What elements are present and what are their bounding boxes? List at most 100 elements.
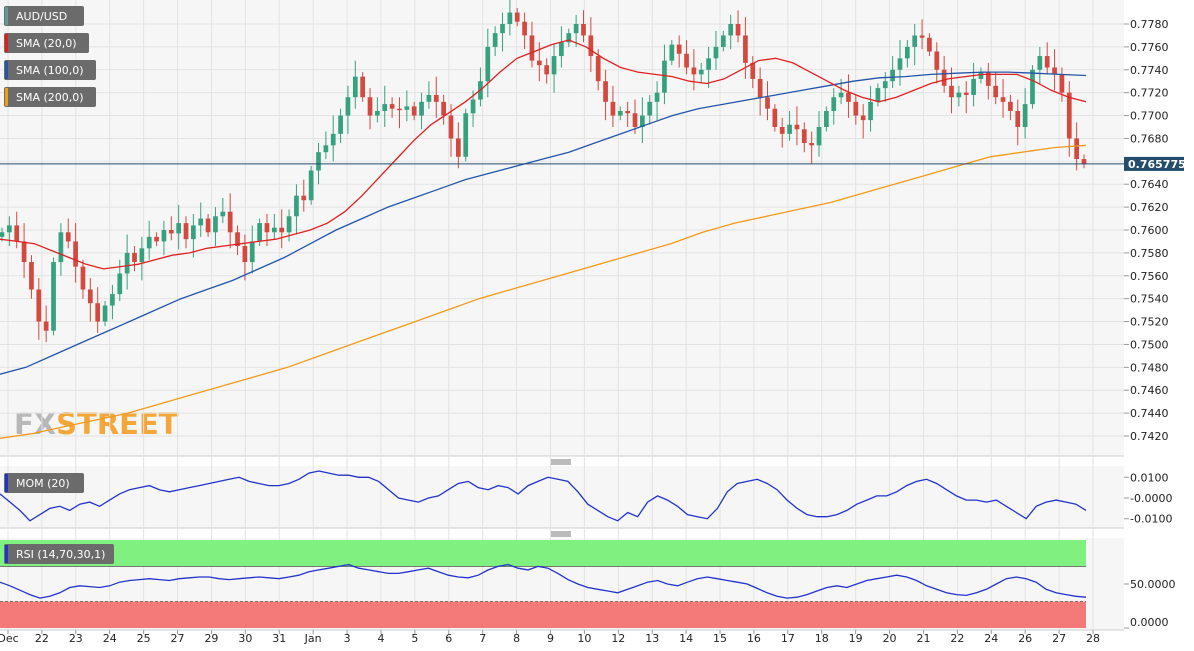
candle-body [662, 60, 667, 93]
legend-label-mom: MOM (20) [16, 477, 70, 490]
x-tick-label: 4 [377, 632, 384, 645]
panel-resize-handle-2[interactable] [551, 531, 571, 537]
x-tick-label: 15 [713, 632, 727, 645]
candle-body [831, 97, 837, 111]
candle-body [154, 236, 159, 242]
candle-body [132, 252, 137, 263]
candle-body [124, 252, 130, 274]
indicator-lines [0, 470, 1087, 599]
candle-body [316, 152, 321, 171]
candle-body [963, 92, 969, 95]
legend-item-mom[interactable]: MOM (20) [4, 473, 84, 493]
candle-body [80, 266, 86, 290]
x-tick-label: 10 [577, 632, 591, 645]
candle-body [536, 60, 542, 66]
y-tick-label: 0.7500 [1130, 338, 1169, 351]
grid [0, 0, 1124, 630]
candle-body [1008, 101, 1013, 111]
x-tick-label: 6 [445, 632, 452, 645]
x-tick-label: 24 [984, 632, 998, 645]
x-tick-label: 27 [1052, 632, 1066, 645]
candle-body [595, 56, 601, 82]
y-tick-label: 0.7640 [1130, 178, 1169, 191]
legend-item-sma200[interactable]: SMA (200,0) [4, 87, 96, 107]
candle-body [470, 99, 476, 114]
candle-body [647, 101, 653, 116]
candle-body [787, 124, 792, 134]
candle-body [110, 294, 115, 306]
candle-body [1066, 92, 1072, 139]
legend-item-rsi[interactable]: RSI (14,70,30,1) [4, 544, 114, 564]
candle-body [698, 69, 704, 75]
candle-body [617, 110, 623, 116]
x-tick-label: 13 [645, 632, 659, 645]
candle-body [389, 104, 395, 109]
candle-body [294, 195, 299, 217]
legend-item-sma20[interactable]: SMA (20,0) [4, 33, 89, 53]
candle-body [500, 24, 505, 34]
candle-body [691, 67, 697, 75]
candle-body [934, 51, 940, 70]
y-tick-label: 0.7480 [1130, 361, 1169, 374]
candle-body [227, 211, 233, 233]
rsi-line [0, 563, 1087, 599]
legend-item-audusd[interactable]: AUD/USD [4, 6, 84, 26]
candle-body [433, 94, 439, 102]
x-axis: Dec 22 23 24 25 27 29 30 31 Jan 3 4 5 6 7 8 9 10 12 13 14 15 1… [0, 630, 1100, 645]
candle-body [684, 53, 689, 68]
candle-body [338, 115, 343, 134]
candle-body [264, 223, 270, 233]
legend[interactable]: AUD/USD SMA (20,0) SMA (100,0) SMA (200,… [4, 6, 114, 564]
candle-body [559, 42, 564, 57]
candle-body [36, 289, 42, 322]
x-tick-label: 28 [1086, 632, 1100, 645]
mom-y-tick-label: -0.0000 [1130, 492, 1172, 505]
x-tick-label: Dec [0, 632, 19, 645]
legend-swatch-sma200 [5, 88, 8, 106]
candle-body [29, 262, 34, 290]
candle-body [375, 110, 380, 116]
candle-body [949, 85, 954, 98]
candle-body [441, 101, 446, 116]
candle-body [198, 218, 204, 226]
candle-body [1052, 67, 1057, 75]
candle-body [419, 101, 424, 116]
x-tick-label: 19 [849, 632, 863, 645]
candle-body [1000, 97, 1006, 102]
candle-body [522, 21, 527, 36]
x-tick-label: 18 [815, 632, 829, 645]
x-tick-label: 21 [916, 632, 930, 645]
sma100-line [0, 71, 1087, 375]
candle-body [765, 97, 770, 109]
y-tick-label: 0.7560 [1130, 270, 1169, 283]
panel-resize-handle-1[interactable] [551, 459, 571, 465]
candle-body [308, 170, 314, 201]
legend-label-audusd: AUD/USD [16, 10, 67, 23]
x-tick-label: 7 [479, 632, 486, 645]
x-tick-label: 24 [103, 632, 117, 645]
candle-body [161, 230, 167, 242]
rsi-zones [0, 540, 1086, 628]
x-tick-label: 12 [611, 632, 625, 645]
candle-body [882, 81, 888, 89]
candle-body [853, 101, 859, 116]
legend-item-sma100[interactable]: SMA (100,0) [4, 60, 96, 80]
x-tick-label: 3 [344, 632, 351, 645]
x-tick-label: 9 [547, 632, 554, 645]
candle-body [139, 248, 145, 263]
candle-body [720, 35, 726, 47]
candle-body [279, 227, 285, 233]
x-tick-label: 8 [513, 632, 520, 645]
x-tick-label: 31 [272, 632, 286, 645]
candle-body [971, 78, 976, 95]
candle-body [1074, 138, 1079, 160]
main-panel-bg [0, 0, 1124, 456]
y-tick-label: 0.7580 [1130, 247, 1169, 260]
x-tick-label: 23 [69, 632, 83, 645]
candle-body [330, 133, 336, 146]
candle-body [301, 195, 307, 201]
candle-body [927, 37, 932, 52]
candle-body [21, 241, 27, 263]
x-tick-label: 5 [411, 632, 418, 645]
